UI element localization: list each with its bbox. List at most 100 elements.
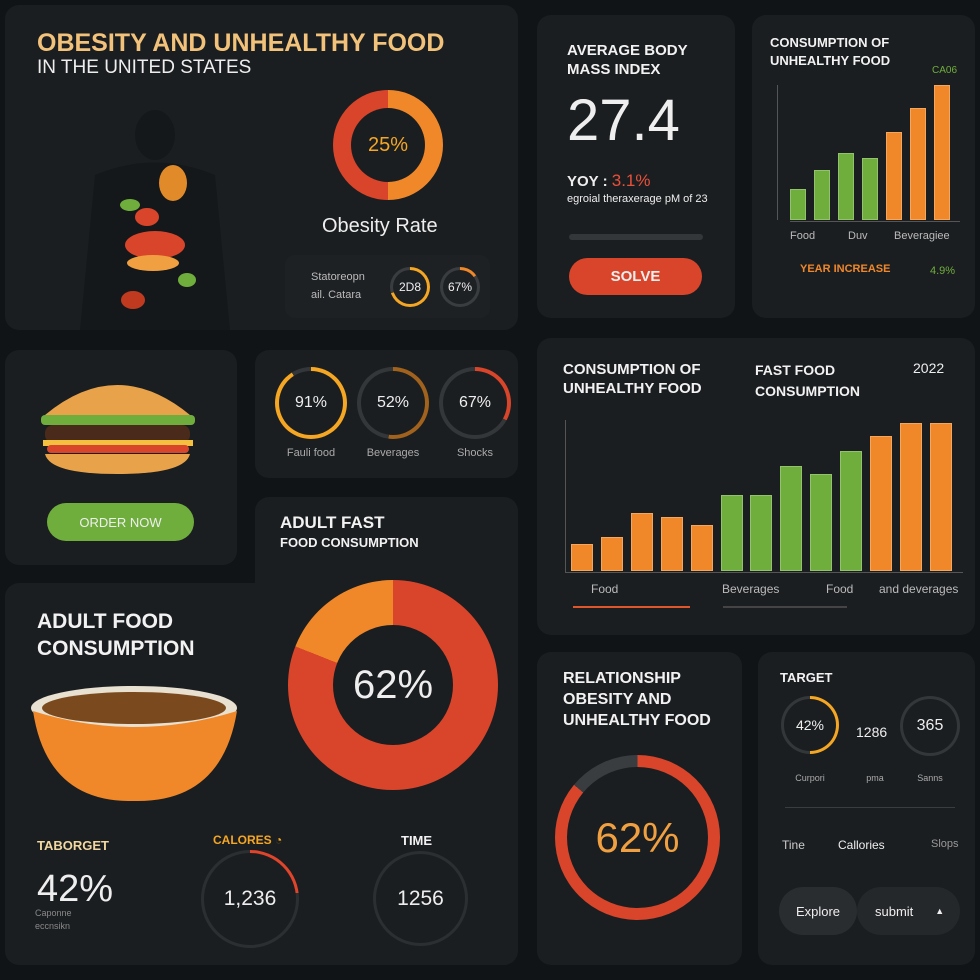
target-divider [785,807,955,808]
category-ring: 67% [439,367,511,439]
subpanel-label-2: ail. Catara [311,289,362,301]
chart-bar [840,451,863,571]
category-ring-label: Fauli food [286,447,336,459]
small-chart-title: CONSUMPTION OF [770,35,890,50]
big-chart-group-label: and deverages [879,582,959,596]
submit-label: submit [875,903,914,919]
chart-bar [690,524,713,571]
target-label: TABORGET [37,838,109,853]
adult-fast-food-panel: ADULT FAST FOOD CONSUMPTION 62% [255,497,518,808]
obesity-rate-value: 25% [367,133,409,156]
big-chart-axis [565,420,566,572]
chart-bar [630,512,653,571]
category-ring-value: 91% [279,371,343,435]
bmi-title: AVERAGE BODY [567,42,688,59]
target-ring-1: 42% [781,696,839,754]
calories-value: 1,236 [204,853,296,945]
big-chart-group-label: Food [826,582,854,596]
tab-calories[interactable]: Callories [838,838,885,852]
yoy-value: 3.1% [611,171,651,190]
big-chart-plot [571,420,963,571]
category-ring: 52% [357,367,429,439]
big-chart-underline-orange [573,606,690,608]
year-increase-label: YEAR INCREASE [800,263,891,275]
obesity-rate-label: Obesity Rate [322,215,438,237]
target-value: 42% [37,868,114,910]
chart-bar [814,170,830,220]
adult-food-title: ADULT FOOD [37,610,174,633]
small-chart-axis [777,85,778,220]
food-bowl-image [31,686,237,802]
relationship-title-3: UNHEALTHY FOOD [563,712,711,729]
adult-fast-donut: 62% [288,580,498,790]
big-chart-underline-gray [723,606,847,608]
hero-subtitle: IN THE UNITED STATES [37,57,252,78]
big-chart-year: 2022 [913,360,945,376]
category-ring-value: 52% [361,371,425,435]
big-chart-baseline [565,572,963,573]
target-ring-1-label: Curpori [795,773,825,783]
adult-fast-title-2: FOOD CONSUMPTION [280,535,419,550]
adult-fast-title: ADULT FAST [280,513,385,532]
chart-bar [790,188,806,220]
category-rings-panel: 91% Fauli food 52% Beverages 67% Shocks [255,350,518,478]
relationship-title-2: OBESITY AND [563,691,672,708]
body-silhouette-icon [80,110,230,330]
category-ring-label: Beverages [366,447,420,459]
chart-bar [660,517,683,571]
yoy-label: YOY : [567,173,608,190]
adult-food-title-2: CONSUMPTION [37,637,195,660]
big-chart-subtitle: FAST FOOD [755,362,836,378]
calories-icon: ◔ [275,833,283,847]
relationship-value: 62% [567,767,708,908]
solve-button[interactable]: SOLVE [569,258,702,295]
target-title: TARGET [780,670,833,685]
category-ring-value: 67% [443,371,507,435]
burger-image [41,385,195,474]
calories-label-text: CALORES [213,833,272,847]
big-chart-subtitle-2: CONSUMPTION [755,383,860,399]
relationship-panel: RELATIONSHIP OBESITY AND UNHEALTHY FOOD … [537,652,742,965]
hero-panel: OBESITY AND UNHEALTHY FOOD IN THE UNITED… [5,5,518,330]
yoy: YOY : 3.1% [567,171,651,191]
chart-bar [886,132,902,220]
target-ring-2-label: Sanns [917,773,943,783]
bmi-title-2: MASS INDEX [567,61,661,78]
subpanel-label: Statoreopn [311,271,365,283]
chart-bar [750,494,773,571]
small-chart-tick-label: Beveragiee [894,230,950,242]
chart-bar [899,422,922,571]
small-chart-tick-label: Duv [848,230,868,242]
chart-bar [862,157,878,220]
relationship-donut: 62% [555,755,720,920]
chart-bar [910,107,926,220]
bmi-note: egroial theraxerage pM of 23 [567,193,708,205]
target-ring-2-value: 365 [903,699,957,753]
burger-panel: ORDER NOW [5,350,237,565]
tab-slops[interactable]: Slops [931,838,959,850]
bmi-progress-bar [569,234,703,240]
order-now-button[interactable]: ORDER NOW [47,503,194,541]
target-ring-1-value: 42% [784,699,836,751]
big-chart-group-label: Food [591,582,619,596]
target-mid-label: pma [866,773,884,783]
adult-fast-value: 62% [352,662,434,707]
submit-button[interactable]: submit ▲ [857,887,960,935]
chart-bar [870,436,892,571]
chart-bar [780,466,803,571]
calories-ring: 1,236 [201,850,299,948]
explore-button[interactable]: Explore [779,887,857,935]
caret-up-icon: ▲ [935,906,945,916]
tab-time[interactable]: Tine [782,838,805,852]
year-increase-value: 4.9% [930,265,956,277]
small-chart-panel: CONSUMPTION OF UNHEALTHY FOOD CA06 Food D… [752,15,975,318]
chart-bar [600,536,623,571]
relationship-title: RELATIONSHIP [563,670,681,687]
small-chart-baseline [790,221,960,222]
time-label: TIME [401,833,433,848]
stat-ring-2: 67% [440,267,480,307]
category-ring-label: Shocks [456,447,494,459]
small-chart-tag: CA06 [932,65,958,76]
target-ring-2: 365 [900,696,960,756]
big-chart-panel: CONSUMPTION OF UNHEALTHY FOOD FAST FOOD … [537,338,975,635]
